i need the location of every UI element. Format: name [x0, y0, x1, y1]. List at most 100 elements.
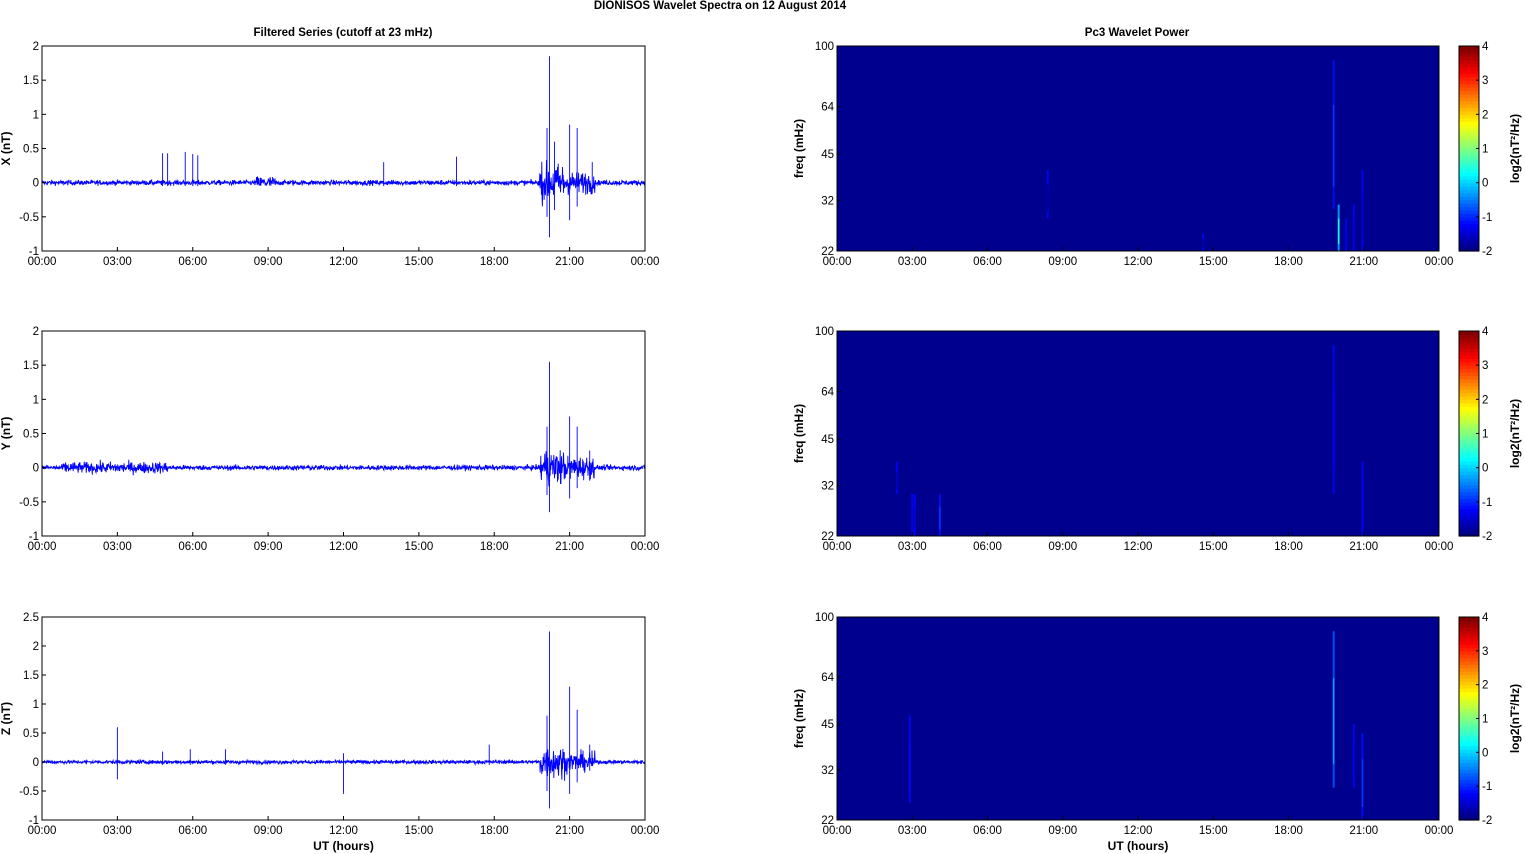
y-spectrum-colorbar-step-57	[1459, 337, 1479, 342]
x-spectrum-y-tick-label-3: 32	[821, 195, 834, 207]
right-column-title: Pc3 Wavelet Power	[1085, 27, 1190, 39]
x-spectrum-colorbar-step-6	[1459, 227, 1479, 232]
x-spectrum-colorbar-step-59	[1459, 46, 1479, 51]
y-spectrum-colorbar-step-35	[1459, 413, 1479, 418]
y-spectrum-y-tick-label-4: 22	[821, 531, 834, 543]
z-spectrum-colorbar-step-16	[1459, 762, 1479, 767]
z-series-panel: 2.521.510.50-0.5-100:00 03:00 06:00 09:00 12…	[0, 612, 659, 853]
y-spectrum-colorbar-step-40	[1459, 395, 1479, 400]
y-series-plot-area	[42, 331, 645, 536]
z-spectrum-y-tick-label-3: 32	[821, 765, 834, 777]
y-series-y-tick-label-3: 0.5	[23, 429, 39, 441]
z-spectrum-colorbar-step-29	[1459, 718, 1479, 723]
x-spectrum-colorbar-step-24	[1459, 165, 1479, 170]
x-spectrum-colorbar-step-15	[1459, 196, 1479, 201]
y-spectrum-x-tick-label-6: 18:00	[1274, 541, 1303, 553]
x-spectrum-colorbar-step-8	[1459, 220, 1479, 225]
x-spectrum-feature-core-1	[1202, 238, 1204, 249]
z-series-y-tick-label-6: -0.5	[19, 786, 39, 798]
z-series-x-tick-label-7: 21:00	[555, 825, 584, 837]
y-spectrum-colorbar-step-13	[1459, 488, 1479, 493]
y-spectrum-colorbar-step-8	[1459, 505, 1479, 510]
y-spectrum-colorbar-step-29	[1459, 433, 1479, 438]
z-spectrum-colorbar-step-23	[1459, 738, 1479, 743]
z-series-x-tick-label-2: 06:00	[178, 825, 207, 837]
z-spectrum-colorbar-step-19	[1459, 752, 1479, 757]
x-spectrum-colorbar-step-38	[1459, 117, 1479, 122]
x-series-y-tick-label-4: 0	[33, 178, 39, 190]
y-spectrum-colorbar-step-21	[1459, 460, 1479, 465]
z-spectrum-colorbar-tick-label-2: 2	[1482, 680, 1488, 692]
z-spectrum-colorbar-step-49	[1459, 650, 1479, 655]
z-spectrum-colorbar-step-33	[1459, 704, 1479, 709]
y-spectrum-colorbar-step-33	[1459, 419, 1479, 424]
z-spectrum-colorbar-step-7	[1459, 792, 1479, 797]
y-spectrum-colorbar-step-25	[1459, 447, 1479, 452]
y-spectrum-colorbar-step-43	[1459, 385, 1479, 390]
x-series-y-tick-label-5: -0.5	[19, 212, 39, 224]
y-spectrum-colorbar-tick-label-3: 1	[1482, 429, 1488, 441]
z-series-y-tick-label-7: -1	[29, 815, 39, 827]
y-spectrum-feature-core-3	[939, 506, 941, 530]
z-spectrum-colorbar-tick-label-1: 3	[1482, 646, 1488, 658]
z-series-x-tick-label-1: 03:00	[103, 825, 132, 837]
y-spectrum-feature-core-4	[1332, 389, 1335, 472]
y-spectrum-x-tick-label-2: 06:00	[973, 541, 1002, 553]
z-spectrum-feature-core-2	[1353, 743, 1355, 779]
y-spectrum-y-tick-label-2: 45	[821, 434, 834, 446]
z-series-y-tick-label-2: 1.5	[23, 670, 39, 682]
z-spectrum-y-tick-label-4: 22	[821, 815, 834, 827]
y-spectrum-colorbar-step-2	[1459, 525, 1479, 530]
z-spectrum-colorbar-step-12	[1459, 776, 1479, 780]
z-spectrum-colorbar-step-35	[1459, 698, 1479, 703]
x-spectrum-colorbar-step-27	[1459, 155, 1479, 160]
z-spectrum-feature-core-0	[909, 741, 911, 790]
y-spectrum-colorbar-step-55	[1459, 344, 1479, 349]
x-spectrum-colorbar-step-16	[1459, 192, 1479, 197]
x-spectrum-colorbar-step-42	[1459, 104, 1479, 109]
x-spectrum-colorbar-step-41	[1459, 107, 1479, 112]
x-series-x-tick-label-3: 09:00	[254, 256, 283, 268]
x-spectrum-colorbar-step-35	[1459, 128, 1479, 133]
y-spectrum-colorbar-step-48	[1459, 368, 1479, 373]
y-spectrum-colorbar-step-38	[1459, 402, 1479, 407]
x-spectrum-colorbar-step-46	[1459, 90, 1479, 95]
z-spectrum-colorbar-step-43	[1459, 671, 1479, 676]
z-series-x-tick-label-5: 15:00	[404, 825, 433, 837]
z-spectrum-colorbar-step-48	[1459, 654, 1479, 659]
x-spectrum-colorbar-step-29	[1459, 148, 1479, 153]
y-spectrum-colorbar-step-59	[1459, 331, 1479, 336]
z-spectrum-colorbar-step-45	[1459, 664, 1479, 669]
y-series-x-tick-label-2: 06:00	[178, 541, 207, 553]
x-spectrum-colorbar-step-0	[1459, 247, 1479, 252]
x-spectrum-colorbar-tick-label-6: -2	[1482, 246, 1492, 258]
y-spectrum-y-tick-label-1: 64	[821, 386, 834, 398]
z-spectrum-x-tick-label-5: 15:00	[1199, 825, 1228, 837]
y-spectrum-colorbar-step-6	[1459, 512, 1479, 517]
y-spectrum-colorbar-step-17	[1459, 474, 1479, 479]
z-spectrum-colorbar-step-26	[1459, 728, 1479, 733]
y-spectrum-colorbar-tick-label-1: 3	[1482, 360, 1488, 372]
y-spectrum-colorbar-step-24	[1459, 450, 1479, 455]
x-spectrum-colorbar-step-10	[1459, 213, 1479, 218]
x-spectrum-x-tick-label-6: 18:00	[1274, 256, 1303, 268]
y-spectrum-colorbar-step-51	[1459, 358, 1479, 363]
left-column-title: Filtered Series (cutoff at 23 mHz)	[254, 27, 433, 39]
x-spectrum-colorbar-step-22	[1459, 172, 1479, 177]
x-series-x-tick-label-2: 06:00	[178, 256, 207, 268]
y-spectrum-feature-core-5	[1361, 484, 1364, 525]
x-spectrum-colorbar-step-11	[1459, 210, 1479, 215]
x-spectrum-feature-core-4	[1345, 228, 1347, 247]
z-spectrum-colorbar-step-44	[1459, 667, 1479, 672]
x-series-x-tick-label-8: 00:00	[631, 256, 660, 268]
z-series-x-tick-label-0: 00:00	[28, 825, 57, 837]
x-spectrum-colorbar-step-45	[1459, 93, 1479, 98]
z-spectrum-colorbar-step-6	[1459, 796, 1479, 801]
x-spectrum-colorbar-step-25	[1459, 162, 1479, 167]
z-series-xlabel: UT (hours)	[313, 839, 374, 853]
y-spectrum-colorbar-step-58	[1459, 334, 1479, 339]
x-spectrum-colorbar-step-33	[1459, 134, 1479, 139]
x-spectrum-y-tick-label-2: 45	[821, 149, 834, 161]
y-spectrum-colorbar-step-47	[1459, 372, 1479, 377]
